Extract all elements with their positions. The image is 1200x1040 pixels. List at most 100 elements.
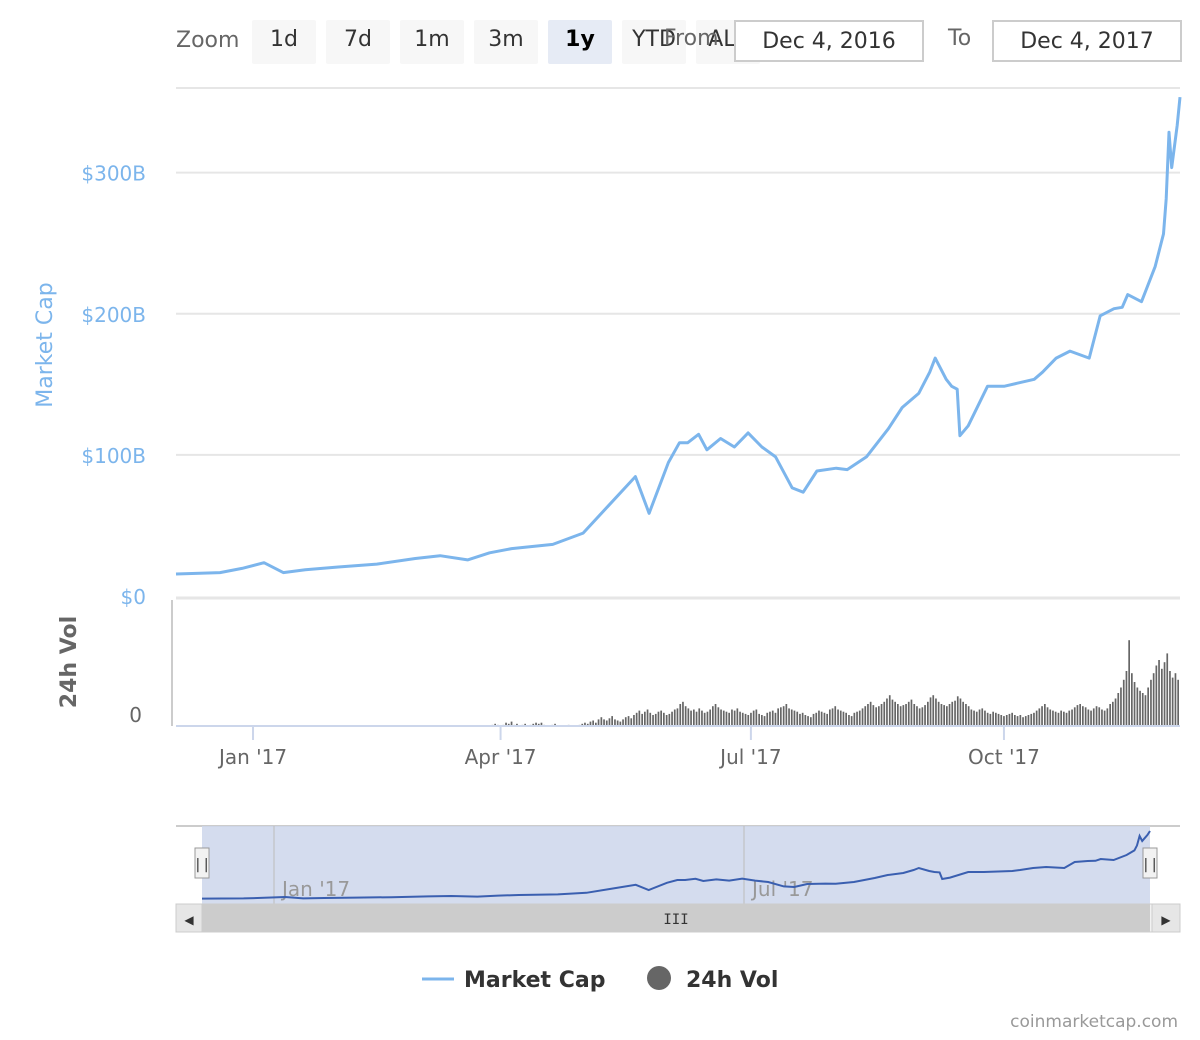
market-cap-axis-title: Market Cap [33,282,58,407]
volume-bar [905,704,907,726]
volume-bar [1014,715,1016,726]
y-tick-label: $200B [81,303,146,327]
scroll-right-button[interactable] [1151,903,1181,933]
legend-item-market-cap[interactable]: Market Cap [422,968,605,993]
volume-bar [1147,687,1149,726]
volume-bar [815,712,818,726]
volume-bar [766,712,769,726]
volume-bar [970,709,973,726]
volume-bar [916,706,918,726]
volume-bar [722,710,725,726]
zoom-ytd-button[interactable]: YTD [622,20,686,64]
volume-bar [1177,679,1179,726]
volume-bar [929,697,932,726]
volume-bar [962,701,964,726]
navigator-right-handle[interactable]: || [1142,847,1159,879]
volume-bar [951,701,954,726]
volume-bar [714,704,717,726]
volume-bar [584,722,586,726]
y-tick-label: $0 [121,585,146,609]
volume-bar [954,700,956,726]
to-date-input[interactable]: Dec 4, 2017 [992,20,1182,62]
volume-bar [709,709,711,726]
x-axis-ticks: Jan '17 Apr '17 Jul '17 Oct '17 [217,726,1040,769]
volume-bar [894,701,896,726]
volume-bar [818,710,820,726]
volume-bar [752,710,755,726]
volume-bar [1136,687,1139,726]
volume-bar [690,710,692,726]
volume-bar [1049,709,1052,726]
zoom-1y-button[interactable]: 1y [548,20,612,64]
volume-bar [897,704,899,726]
y-gridlines [176,87,1180,456]
volume-bar [1174,673,1177,726]
scroll-left-button[interactable] [175,903,203,933]
volume-bar [630,718,633,726]
volume-bar [597,719,600,726]
volume-bar [853,712,856,726]
legend: Market Cap 24h Vol [422,966,778,993]
volume-bar [910,699,913,726]
volume-bar [946,706,948,726]
zoom-1m-button[interactable]: 1m [400,20,464,64]
volume-bar [1068,710,1071,726]
volume-bar [1141,693,1144,726]
volume-bar [831,708,834,726]
volume-bar [804,715,807,726]
navigator-selection-mask[interactable] [202,826,1150,904]
zoom-1d-button[interactable]: 1d [252,20,316,64]
volume-bar [886,698,888,726]
volume-bar [829,709,831,726]
volume-bar [1158,660,1160,726]
volume-bar [935,698,937,726]
volume-bar [864,706,867,726]
volume-bar [848,715,850,726]
volume-bar [733,710,736,726]
volume-bar [644,711,646,726]
volume-bar [807,716,809,726]
volume-bar [1057,712,1060,726]
volume-bar [902,705,905,726]
volume-bar [703,712,706,726]
volume-bar [657,711,660,726]
range-selector: Zoom 1d 7d 1m 3m 1y YTD ALL From Dec 4, … [0,0,1200,80]
arrow-right-icon: ▶ [1161,913,1171,927]
legend-circle-symbol [647,966,671,990]
volume-bar [540,722,543,726]
volume-bar [1073,707,1076,726]
x-tick-label: Jan '17 [217,745,287,769]
zoom-7d-button[interactable]: 7d [326,20,390,64]
from-date-input[interactable]: Dec 4, 2016 [734,20,924,62]
volume-bar [932,695,935,726]
scrollbar-thumb[interactable] [202,904,1150,932]
volume-bar [761,715,763,726]
volume-bar [1044,704,1046,726]
volume-bar [967,706,970,726]
volume-bar [741,712,744,726]
credit-link[interactable]: coinmarketcap.com [1010,1012,1178,1032]
volume-bar [712,706,714,726]
legend-item-24h-vol[interactable]: 24h Vol [647,966,778,993]
volume-bar [652,715,654,726]
volume-bar [695,711,698,726]
volume-bar [622,719,624,726]
volume-bar [1152,673,1155,726]
volume-bar [684,706,687,726]
volume-bar [801,712,804,726]
scrollbar[interactable]: III ◀ ▶ [175,903,1181,933]
navigator-left-handle[interactable]: || [194,847,211,879]
volume-bar [921,707,924,726]
volume-bar [869,701,872,726]
handle-grip-icon: || [194,857,211,873]
volume-bar [1095,706,1098,726]
volume-y-tick-label: 0 [129,703,142,727]
market-cap-series-line[interactable] [175,96,1182,576]
volume-bar [856,711,858,726]
volume-bar [1038,708,1041,726]
volume-bar [682,701,684,726]
volume-bar [1003,716,1005,726]
volume-bar [605,720,608,726]
zoom-3m-button[interactable]: 3m [474,20,538,64]
volume-bar [586,723,589,726]
